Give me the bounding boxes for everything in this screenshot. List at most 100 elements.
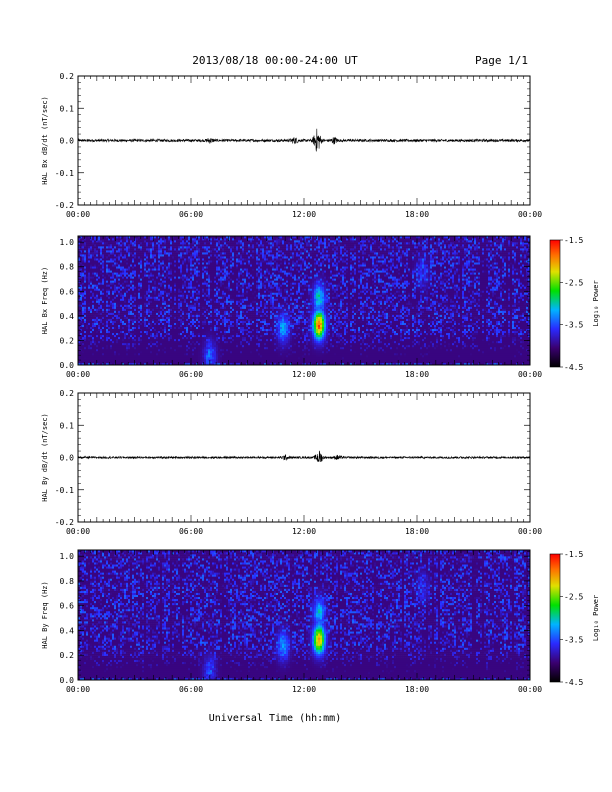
spectrogram-cell — [148, 315, 150, 317]
spectrogram-cell — [88, 272, 90, 274]
spectrogram-cell — [102, 260, 104, 262]
spectrogram-cell — [192, 246, 194, 248]
spectrogram-cell — [98, 260, 100, 262]
spectrogram-cell — [150, 266, 152, 268]
spectrogram-cell — [148, 327, 150, 329]
spectrogram-cell — [200, 307, 202, 309]
spectrogram-cell — [184, 250, 186, 252]
spectrogram-cell — [172, 282, 174, 284]
spectrogram-cell — [178, 248, 180, 250]
spectrogram-cell — [122, 260, 124, 262]
spectrogram-cell — [172, 315, 174, 317]
spectrogram-cell — [80, 238, 82, 240]
spectrogram-cell — [182, 335, 184, 337]
spectrogram-cell — [160, 339, 162, 341]
spectrogram-cell — [84, 349, 86, 351]
spectrogram-cell — [94, 333, 96, 335]
spectrogram-cell — [112, 305, 114, 307]
spectrogram-cell — [134, 327, 136, 329]
spectrogram-cell — [122, 284, 124, 286]
spectrogram-cell — [122, 311, 124, 313]
spectrogram-cell — [204, 240, 206, 242]
spectrogram-cell — [120, 339, 122, 341]
spectrogram-cell — [140, 315, 142, 317]
spectrogram-cell — [144, 317, 146, 319]
spectrogram-cell — [82, 264, 84, 266]
spectrogram-cell — [146, 262, 148, 264]
spectrogram-cell — [150, 345, 152, 347]
spectrogram-cell — [162, 248, 164, 250]
spectrogram-cell — [224, 272, 226, 274]
spectrogram-cell — [120, 274, 122, 276]
spectrogram-cell — [142, 335, 144, 337]
spectrogram-cell — [96, 272, 98, 274]
spectrogram-cell — [152, 343, 154, 345]
spectrogram-cell — [114, 357, 116, 359]
spectrogram-cell — [226, 321, 228, 323]
spectrogram-cell — [124, 252, 126, 254]
spectrogram-cell — [128, 357, 130, 359]
spectrogram-cell — [186, 276, 188, 278]
spectrogram-cell — [148, 329, 150, 331]
spectrogram-cell — [190, 278, 192, 280]
spectrogram-cell — [174, 270, 176, 272]
spectrogram-cell — [212, 325, 214, 327]
spectrogram-cell — [190, 262, 192, 264]
spectrogram-cell — [226, 347, 228, 349]
spectrogram-cell — [134, 317, 136, 319]
spectrogram-cell — [142, 349, 144, 351]
spectrogram-cell — [202, 305, 204, 307]
spectrogram-cell — [132, 323, 134, 325]
spectrogram-cell — [142, 250, 144, 252]
spectrogram-cell — [150, 313, 152, 315]
spectrogram-cell — [226, 280, 228, 282]
spectrogram-cell — [154, 359, 156, 361]
spectrogram-cell — [152, 313, 154, 315]
spectrogram-cell — [156, 238, 158, 240]
spectrogram-cell — [152, 307, 154, 309]
spectrogram-cell — [104, 262, 106, 264]
spectrogram-cell — [164, 288, 166, 290]
spectrogram-cell — [198, 292, 200, 294]
y-axis-title: HAL Bx dB/dt (nT/sec) — [41, 96, 49, 185]
spectrogram-cell — [144, 309, 146, 311]
spectrogram-cell — [194, 333, 196, 335]
spectrogram-cell — [96, 268, 98, 270]
spectrogram-cell — [80, 361, 82, 363]
spectrogram-cell — [218, 359, 220, 361]
spectrogram-cell — [110, 292, 112, 294]
spectrogram-cell — [108, 294, 110, 296]
spectrogram-cell — [136, 284, 138, 286]
spectrogram-cell — [82, 294, 84, 296]
spectrogram-cell — [110, 329, 112, 331]
spectrogram-cell — [138, 331, 140, 333]
spectrogram-cell — [154, 270, 156, 272]
spectrogram-cell — [98, 248, 100, 250]
spectrogram-cell — [114, 252, 116, 254]
spectrogram-cell — [140, 349, 142, 351]
spectrogram-cell — [200, 248, 202, 250]
spectrogram-cell — [154, 303, 156, 305]
spectrogram-cell — [126, 246, 128, 248]
spectrogram-cell — [206, 264, 208, 266]
spectrogram-cell — [132, 355, 134, 357]
spectrogram-cell — [158, 240, 160, 242]
spectrogram-cell — [166, 282, 168, 284]
spectrogram-cell — [188, 361, 190, 363]
spectrogram-cell — [148, 361, 150, 363]
spectrogram-cell — [224, 327, 226, 329]
spectrogram-cell — [142, 244, 144, 246]
spectrogram-cell — [194, 258, 196, 260]
spectrogram-cell — [166, 317, 168, 319]
spectrogram-cell — [178, 284, 180, 286]
spectrogram-cell — [146, 323, 148, 325]
spectrogram-cell — [174, 248, 176, 250]
spectrogram-cell — [132, 317, 134, 319]
spectrogram-cell — [140, 244, 142, 246]
spectrogram-cell — [182, 272, 184, 274]
spectrogram-cell — [186, 258, 188, 260]
spectrogram-cell — [82, 254, 84, 256]
spectrogram-cell — [126, 337, 128, 339]
spectrogram-cell — [184, 272, 186, 274]
spectrogram-cell — [222, 254, 224, 256]
